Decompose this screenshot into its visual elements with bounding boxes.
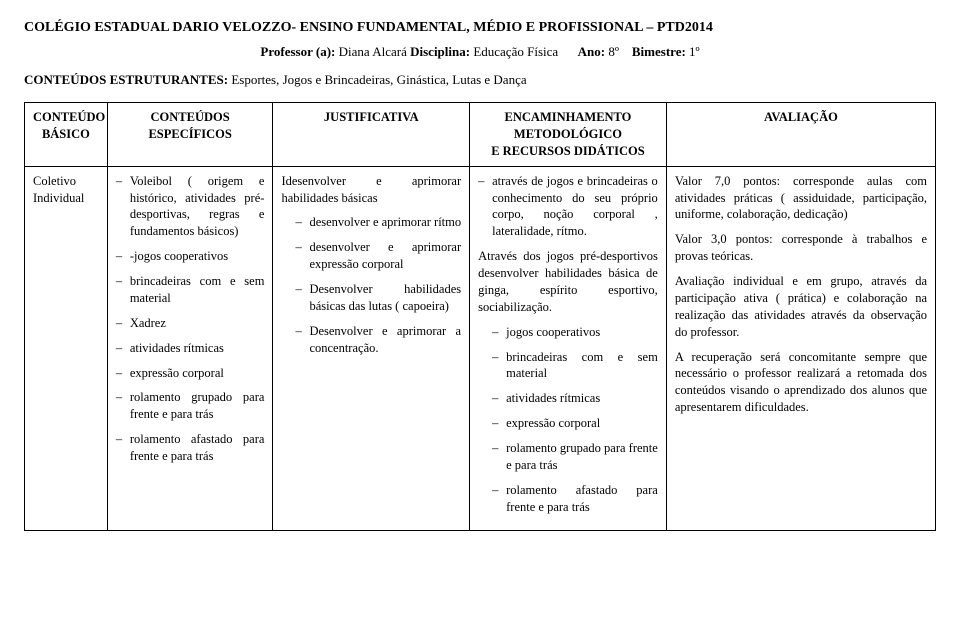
- struct-value: Esportes, Jogos e Brincadeiras, Ginástic…: [231, 72, 526, 87]
- table-header-row: CONTEÚDOBÁSICO CONTEÚDOSESPECÍFICOS JUST…: [25, 103, 936, 167]
- cell-avaliacao: Valor 7,0 pontos: corresponde aulas com …: [666, 166, 935, 530]
- disc-label: Disciplina:: [410, 44, 470, 59]
- list-item: expressão corporal: [492, 415, 658, 432]
- list-item: Desenvolver e aprimorar a concentração.: [295, 323, 461, 357]
- avaliacao-p3: Avaliação individual e em grupo, através…: [675, 273, 927, 341]
- list-item: Desenvolver habilidades básicas das luta…: [295, 281, 461, 315]
- th-conteudo-basico: CONTEÚDOBÁSICO: [25, 103, 108, 167]
- avaliacao-p2: Valor 3,0 pontos: corresponde à trabalho…: [675, 231, 927, 265]
- list-item: -jogos cooperativos: [116, 248, 265, 265]
- table-row: Coletivo Individual Voleibol ( origem e …: [25, 166, 936, 530]
- list-item: desenvolver e aprimorar rítmo: [295, 214, 461, 231]
- encaminhamento-paragraph: Através dos jogos pré-desportivos desenv…: [478, 248, 658, 316]
- ano-value: 8º: [608, 44, 619, 59]
- basico-line1: Coletivo: [33, 173, 99, 190]
- th-conteudos-especificos: CONTEÚDOSESPECÍFICOS: [107, 103, 273, 167]
- avaliacao-p4: A recuperação será concomitante sempre q…: [675, 349, 927, 417]
- ano-label: Ano:: [578, 44, 605, 59]
- bim-value: 1º: [689, 44, 700, 59]
- prof-value: Diana Alcará: [339, 44, 407, 59]
- cell-justificativa: Idesenvolver e aprimorar habilidades bás…: [273, 166, 470, 530]
- list-item: através de jogos e brincadeiras o conhec…: [478, 173, 658, 241]
- curriculum-table: CONTEÚDOBÁSICO CONTEÚDOSESPECÍFICOS JUST…: [24, 102, 936, 531]
- bim-label: Bimestre:: [632, 44, 686, 59]
- list-item: rolamento grupado para frente e para trá…: [492, 440, 658, 474]
- list-item: expressão corporal: [116, 365, 265, 382]
- doc-subheader: Professor (a): Diana Alcará Disciplina: …: [24, 44, 936, 60]
- disc-value: Educação Física: [473, 44, 558, 59]
- list-item: atividades rítmicas: [116, 340, 265, 357]
- cell-especificos: Voleibol ( origem e histórico, atividade…: [107, 166, 273, 530]
- prof-label: Professor (a):: [260, 44, 335, 59]
- doc-title: COLÉGIO ESTADUAL DARIO VELOZZO- ENSINO F…: [24, 20, 936, 36]
- th-avaliacao: AVALIAÇÃO: [666, 103, 935, 167]
- list-item: brincadeiras com e sem material: [492, 349, 658, 383]
- cell-encaminhamento: através de jogos e brincadeiras o conhec…: [470, 166, 667, 530]
- list-item: rolamento afastado para frente e para tr…: [492, 482, 658, 516]
- list-item: brincadeiras com e sem material: [116, 273, 265, 307]
- list-item: rolamento afastado para frente e para tr…: [116, 431, 265, 465]
- list-item: rolamento grupado para frente e para trá…: [116, 389, 265, 423]
- cell-basico: Coletivo Individual: [25, 166, 108, 530]
- structuring-contents: CONTEÚDOS ESTRUTURANTES: Esportes, Jogos…: [24, 72, 936, 88]
- struct-label: CONTEÚDOS ESTRUTURANTES:: [24, 72, 228, 87]
- list-item: jogos cooperativos: [492, 324, 658, 341]
- basico-line2: Individual: [33, 190, 99, 207]
- avaliacao-p1: Valor 7,0 pontos: corresponde aulas com …: [675, 173, 927, 224]
- list-item: desenvolver e aprimorar expressão corpor…: [295, 239, 461, 273]
- list-item: atividades rítmicas: [492, 390, 658, 407]
- list-item: Voleibol ( origem e histórico, atividade…: [116, 173, 265, 241]
- th-encaminhamento: ENCAMINHAMENTO METODOLÓGICO E RECURSOS D…: [470, 103, 667, 167]
- list-item: Xadrez: [116, 315, 265, 332]
- th-justificativa: JUSTIFICATIVA: [273, 103, 470, 167]
- justificativa-lead: Idesenvolver e aprimorar habilidades bás…: [281, 173, 461, 207]
